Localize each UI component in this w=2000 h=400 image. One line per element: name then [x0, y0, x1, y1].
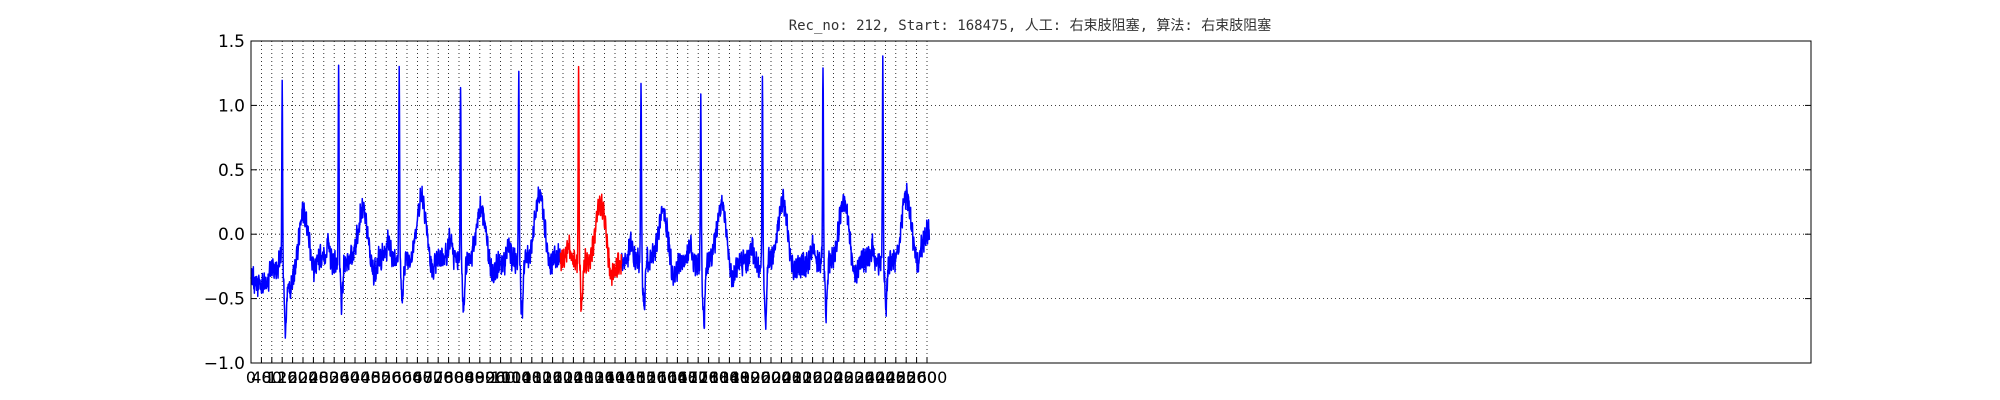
- x-tick-label: 560: [381, 368, 412, 387]
- x-tick-label: 200: [288, 368, 319, 387]
- x-tick-label: 2440: [865, 368, 906, 387]
- x-tick-label: 1200: [543, 368, 584, 387]
- x-tick-label: 160: [277, 368, 308, 387]
- x-tick-label: 1800: [699, 368, 740, 387]
- x-tick-label: 2480: [875, 368, 916, 387]
- x-tick-label: 280: [309, 368, 340, 387]
- x-tick-label: 1240: [553, 368, 594, 387]
- ecg-trace-normal: [250, 64, 562, 339]
- x-tick-label: 2080: [771, 368, 812, 387]
- x-tick-label: 1520: [626, 368, 667, 387]
- x-tick-label: 1560: [636, 368, 677, 387]
- x-tick-label: 960: [485, 368, 516, 387]
- x-tick-label: 1760: [688, 368, 729, 387]
- x-tick-label: 120: [267, 368, 298, 387]
- x-tick-label: 1400: [595, 368, 636, 387]
- x-tick-label: 600: [392, 368, 423, 387]
- x-tick-label: 2280: [823, 368, 864, 387]
- y-tick-label: −0.5: [204, 290, 245, 310]
- plot-frame: [250, 40, 1812, 364]
- x-tick-label: 1280: [563, 368, 604, 387]
- x-tick-label: 680: [413, 368, 444, 387]
- x-tick-label: 320: [319, 368, 350, 387]
- x-tick-label: 1000: [491, 368, 532, 387]
- x-tick-label: 1680: [667, 368, 708, 387]
- x-tick-label: 1040: [501, 368, 542, 387]
- x-tick-label: 360: [329, 368, 360, 387]
- x-tick-label: 1720: [678, 368, 719, 387]
- x-tick-label: 1960: [740, 368, 781, 387]
- y-tick-label: 1.0: [218, 96, 245, 116]
- x-tick-label: 440: [350, 368, 381, 387]
- x-tick-label: 2600: [907, 368, 948, 387]
- ecg-series: [250, 55, 931, 339]
- x-tick-label: 2160: [792, 368, 833, 387]
- y-tick-label: 0.0: [218, 225, 245, 245]
- x-tick-label: 1600: [647, 368, 688, 387]
- x-tick-label: 520: [371, 368, 402, 387]
- x-tick-label: 2400: [855, 368, 896, 387]
- x-tick-label: 720: [423, 368, 454, 387]
- x-tick-label: 800: [444, 368, 475, 387]
- x-tick-label: 1360: [584, 368, 625, 387]
- x-tick-label: 2040: [761, 368, 802, 387]
- x-tick-label: 240: [298, 368, 329, 387]
- x-tick-label: 80: [262, 368, 282, 387]
- x-tick-label: 840: [454, 368, 485, 387]
- x-tick-label: 0: [246, 368, 256, 387]
- x-tick-label: 1840: [709, 368, 750, 387]
- x-tick-label: 480: [361, 368, 392, 387]
- x-tick-label: 1920: [730, 368, 771, 387]
- x-tick-label: 1640: [657, 368, 698, 387]
- x-tick-label: 2000: [751, 368, 792, 387]
- x-tick-label: 760: [433, 368, 464, 387]
- x-tick-label: 2360: [844, 368, 885, 387]
- y-tick-label: −1.0: [204, 354, 245, 374]
- y-tick-label: 1.5: [218, 32, 245, 52]
- x-tick-label: 880: [465, 368, 496, 387]
- x-tick-label: 1440: [605, 368, 646, 387]
- x-tick-label: 2520: [886, 368, 927, 387]
- y-axis-ticks: −1.0 −0.5 0.0 0.5 1.0 1.5: [204, 32, 1811, 374]
- chart-title: Rec_no: 212, Start: 168475, 人工: 右束肢阻塞, 算…: [789, 17, 1272, 34]
- x-tick-label: 2240: [813, 368, 854, 387]
- x-axis-ticks: 0408012016020024028032036040044048052056…: [246, 357, 947, 387]
- x-tick-label: 400: [340, 368, 371, 387]
- x-tick-label: 2120: [782, 368, 823, 387]
- x-tick-label: 640: [402, 368, 433, 387]
- x-tick-label: 1080: [511, 368, 552, 387]
- x-tick-label: 1160: [532, 368, 573, 387]
- x-tick-label: 1120: [522, 368, 563, 387]
- ecg-trace-normal: [620, 55, 931, 331]
- x-tick-label: 2560: [896, 368, 937, 387]
- ecg-trace-highlighted: [559, 65, 623, 313]
- x-tick-label: 1480: [615, 368, 656, 387]
- grid-lines: [251, 41, 1811, 363]
- x-tick-label: 2320: [834, 368, 875, 387]
- y-tick-label: 0.5: [218, 161, 245, 181]
- x-tick-label: 40: [251, 368, 271, 387]
- x-tick-label: 2200: [803, 368, 844, 387]
- x-tick-label: 920: [475, 368, 506, 387]
- x-tick-label: 1880: [719, 368, 760, 387]
- x-tick-label: 1320: [574, 368, 615, 387]
